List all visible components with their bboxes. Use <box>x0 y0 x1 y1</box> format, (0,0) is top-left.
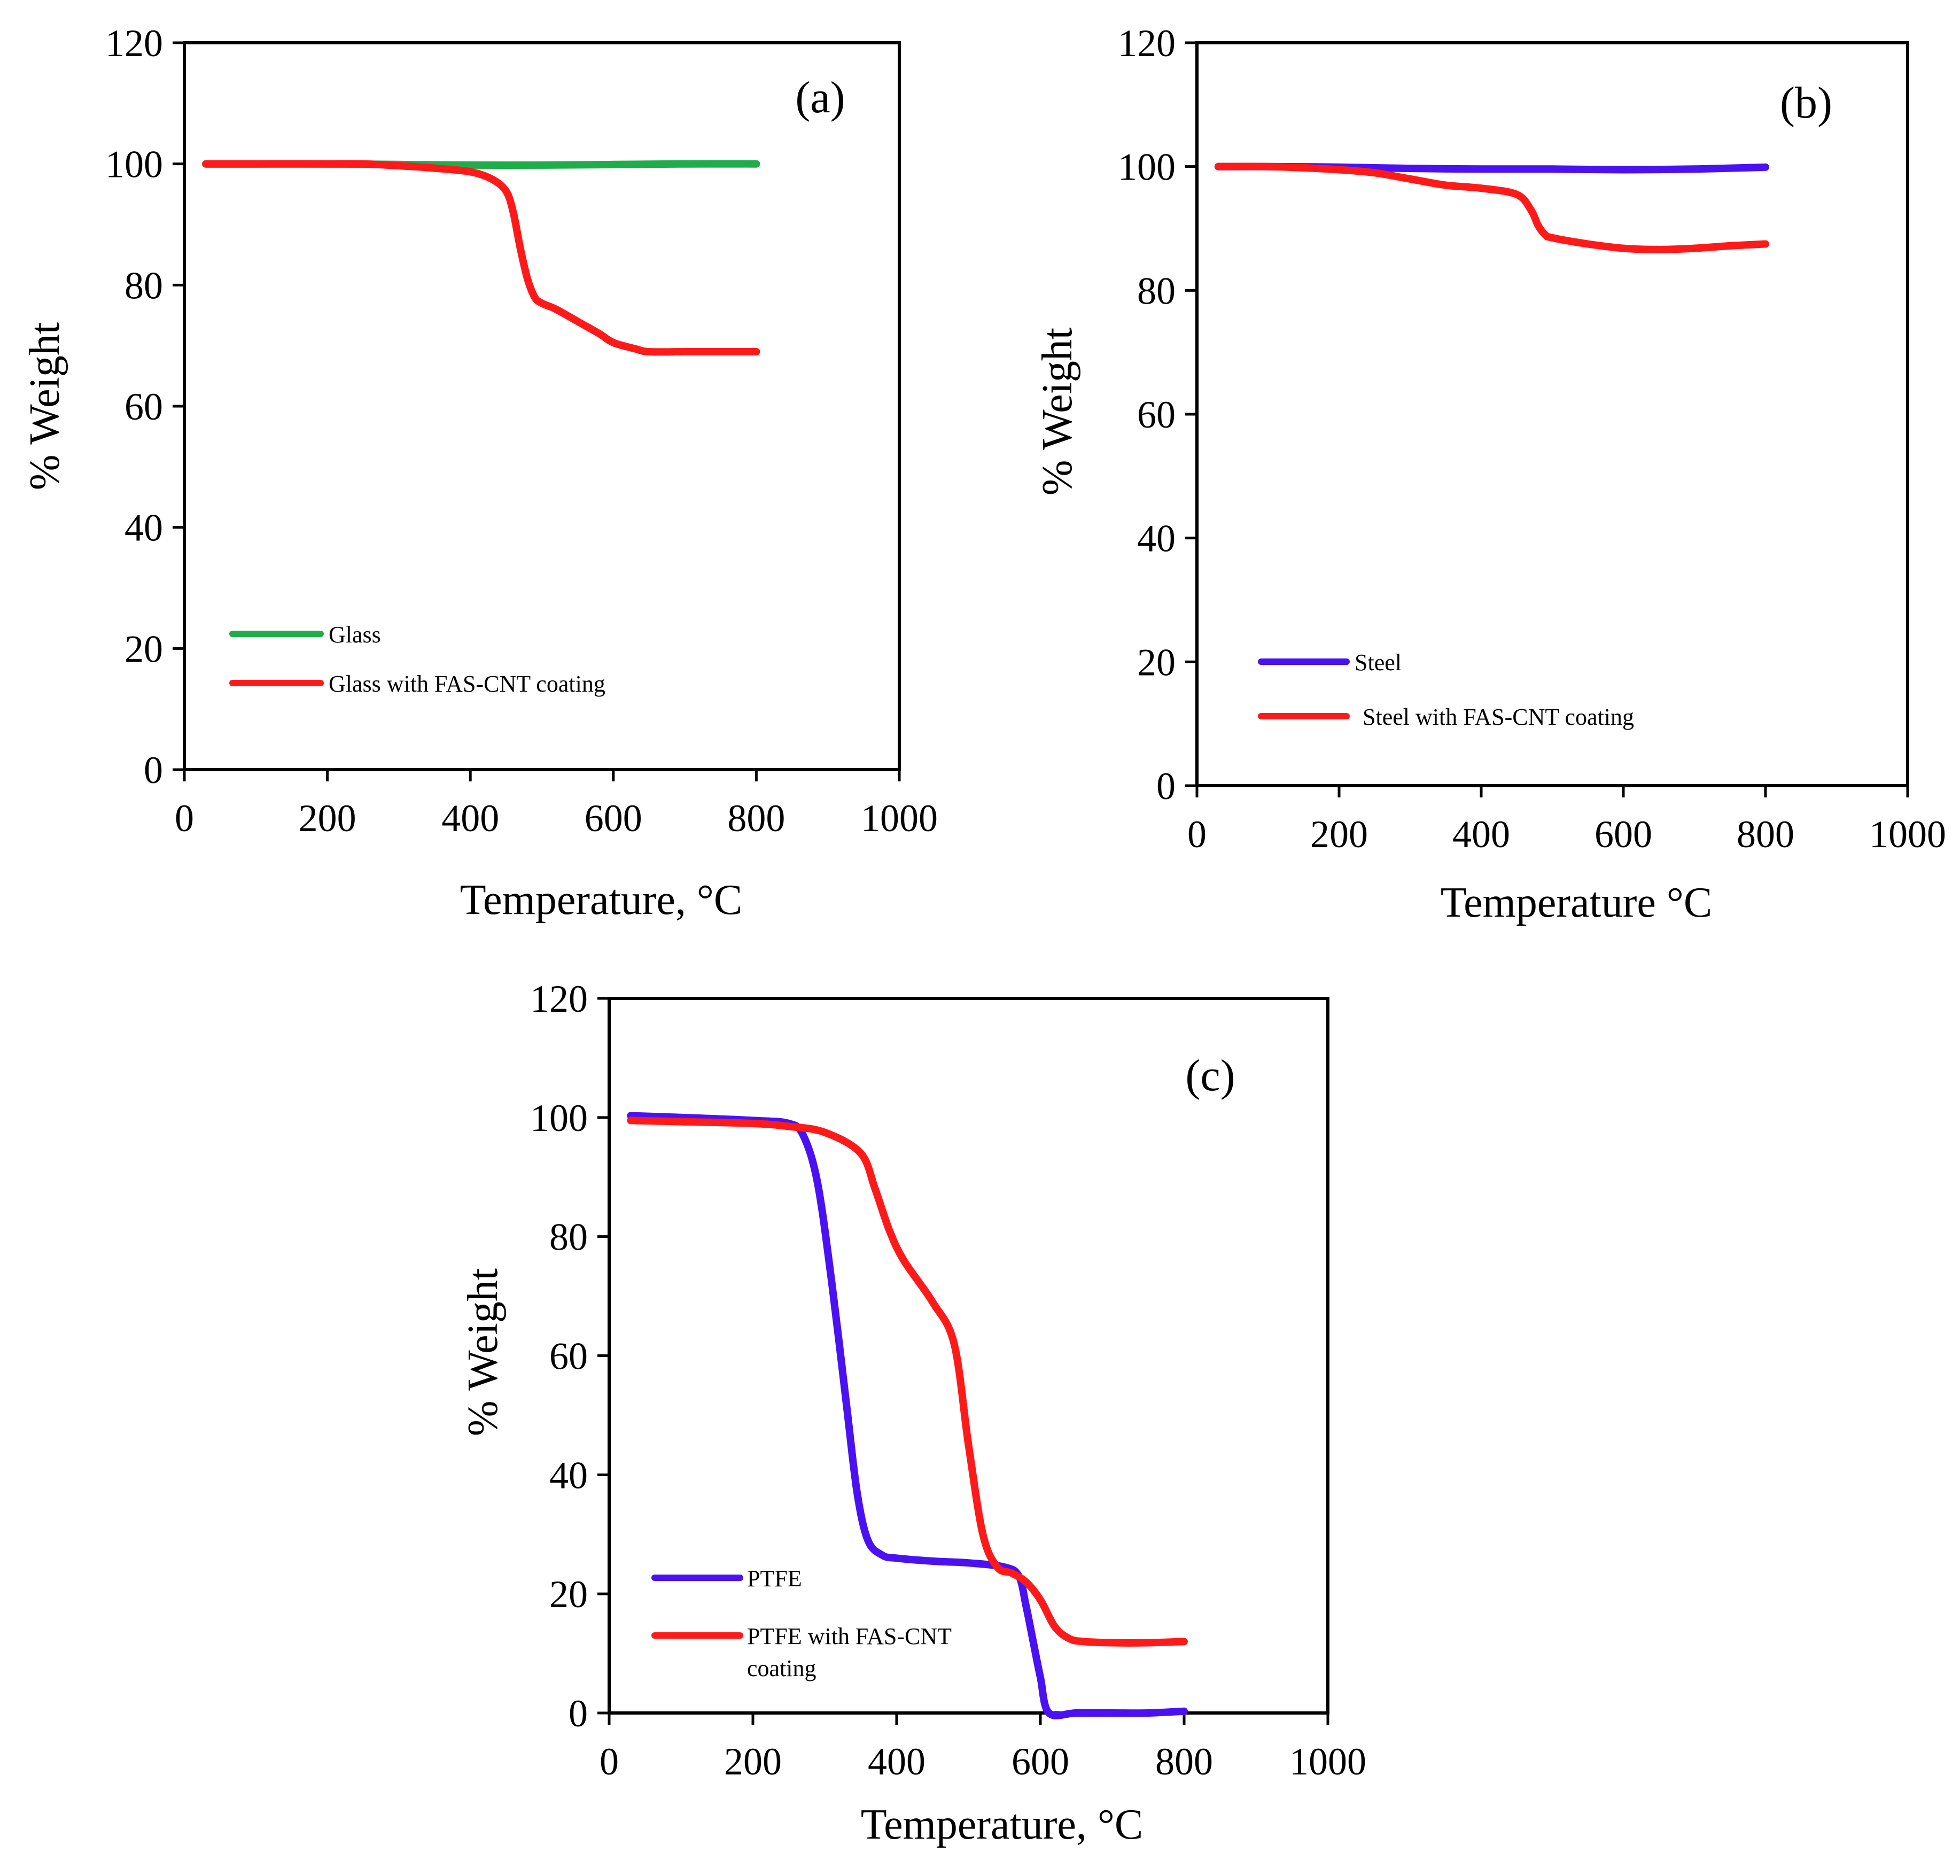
x-tick-label-a-400: 400 <box>441 797 499 840</box>
x-tick-label-a-200: 200 <box>299 797 356 840</box>
legend-label-glass: Glass <box>329 622 381 648</box>
chart-panel-b: (b) Temperature °C % Weight Steel Steel … <box>1034 22 1946 926</box>
chart-panel-c: (c) Temperature, °C % Weight PTFE PTFE w… <box>460 978 1366 1848</box>
x-axis-title-b: Temperature °C <box>1441 879 1712 926</box>
chart-panel-a: (a) Temperature, °C % Weight Glass Glass… <box>21 22 938 924</box>
x-tick-label-c-1000: 1000 <box>1289 1740 1366 1783</box>
legend-label-glass-coated: Glass with FAS-CNT coating <box>329 671 605 697</box>
x-tick-label-b-1000: 1000 <box>1869 813 1946 856</box>
y-tick-label-b-80: 80 <box>1137 269 1176 312</box>
y-tick-label-b-120: 120 <box>1118 22 1176 65</box>
y-tick-label-c-100: 100 <box>530 1097 588 1139</box>
x-axis-title-a: Temperature, °C <box>460 877 742 924</box>
y-tick-label-c-40: 40 <box>549 1454 588 1497</box>
y-tick-label-c-0: 0 <box>569 1692 588 1735</box>
legend-label-steel-coated: Steel with FAS-CNT coating <box>1363 704 1634 730</box>
y-axis-title-b: % Weight <box>1034 328 1081 495</box>
x-tick-label-c-200: 200 <box>724 1740 782 1783</box>
y-tick-label-a-60: 60 <box>125 385 163 428</box>
x-tick-label-c-800: 800 <box>1155 1740 1213 1783</box>
x-tick-label-b-800: 800 <box>1737 813 1794 856</box>
x-tick-label-b-200: 200 <box>1310 813 1368 856</box>
x-tick-label-a-800: 800 <box>727 797 785 840</box>
y-tick-label-c-120: 120 <box>530 978 588 1020</box>
legend-label-ptfe-coated-line2: coating <box>747 1655 816 1681</box>
y-tick-label-b-100: 100 <box>1118 146 1176 189</box>
y-tick-label-a-80: 80 <box>125 264 163 307</box>
y-tick-label-a-20: 20 <box>125 627 163 670</box>
panel-label-a: (a) <box>795 73 845 122</box>
y-tick-label-c-60: 60 <box>549 1335 588 1378</box>
panel-label-b: (b) <box>1780 78 1832 128</box>
x-tick-label-a-0: 0 <box>175 797 194 840</box>
y-axis-title-c: % Weight <box>460 1268 507 1436</box>
x-tick-label-b-0: 0 <box>1187 813 1207 856</box>
panel-label-c: (c) <box>1185 1051 1235 1100</box>
x-tick-label-a-1000: 1000 <box>861 797 938 840</box>
x-tick-label-b-600: 600 <box>1595 813 1652 856</box>
series-line-c-ptfe-with-fas-cnt-coating <box>627 1117 1188 1647</box>
x-axis-title-c: Temperature, °C <box>861 1801 1143 1848</box>
x-tick-label-c-600: 600 <box>1012 1740 1069 1783</box>
x-tick-label-a-600: 600 <box>585 797 642 840</box>
series-line-b-steel-with-fas-cnt-coating <box>1214 162 1769 253</box>
y-tick-label-a-0: 0 <box>144 749 163 792</box>
series-line-a-glass-with-fas-cnt-coating <box>202 160 760 356</box>
legend-label-ptfe-coated: PTFE with FAS-CNT <box>747 1623 952 1649</box>
y-tick-label-b-60: 60 <box>1137 393 1176 436</box>
y-tick-label-a-120: 120 <box>105 22 163 65</box>
y-tick-label-a-100: 100 <box>105 143 163 186</box>
y-tick-label-c-20: 20 <box>549 1573 588 1616</box>
y-tick-label-b-20: 20 <box>1137 641 1176 684</box>
legend-label-ptfe: PTFE <box>747 1565 802 1592</box>
y-tick-label-b-40: 40 <box>1137 517 1176 560</box>
y-axis-title-a: % Weight <box>21 322 68 490</box>
x-tick-label-c-0: 0 <box>600 1740 619 1783</box>
y-tick-label-a-40: 40 <box>125 507 163 549</box>
x-tick-label-b-400: 400 <box>1452 813 1510 856</box>
y-tick-label-c-80: 80 <box>549 1216 588 1259</box>
x-tick-label-c-400: 400 <box>868 1740 925 1783</box>
legend-label-steel: Steel <box>1355 649 1402 676</box>
y-tick-label-b-0: 0 <box>1156 765 1176 808</box>
